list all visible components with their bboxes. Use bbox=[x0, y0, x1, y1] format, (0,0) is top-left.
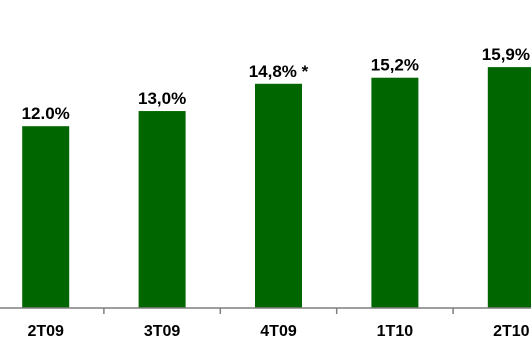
bars-group bbox=[22, 67, 531, 309]
data-label-2t10: 15,9% bbox=[482, 45, 530, 64]
data-label-3t09: 13,0% bbox=[138, 89, 186, 108]
data-label-2t09: 12.0% bbox=[22, 104, 70, 123]
x-tick-label-1t10: 1T10 bbox=[377, 323, 414, 340]
data-label-1t10: 15,2% bbox=[371, 56, 419, 75]
x-tick-label-4t09: 4T09 bbox=[260, 323, 297, 340]
x-tick-label-2t10: 2T10 bbox=[493, 323, 530, 340]
bar-1t10 bbox=[371, 77, 419, 308]
x-tick-label-2t09: 2T09 bbox=[27, 323, 64, 340]
x-axis-tick-labels-group: 2T09 3T09 4T09 1T10 2T10 bbox=[27, 323, 529, 340]
data-labels-group: 12.0% 13,0% 14,8% * 15,2% 15,9% bbox=[22, 45, 530, 123]
bar-3t09 bbox=[138, 111, 186, 308]
bar-2t09 bbox=[22, 126, 70, 308]
bar-2t10 bbox=[487, 67, 531, 309]
x-tick-label-3t09: 3T09 bbox=[144, 323, 181, 340]
data-label-4t09: 14,8% * bbox=[249, 62, 309, 81]
x-axis-ticks-group bbox=[103, 308, 454, 314]
bar-4t09 bbox=[255, 83, 302, 308]
